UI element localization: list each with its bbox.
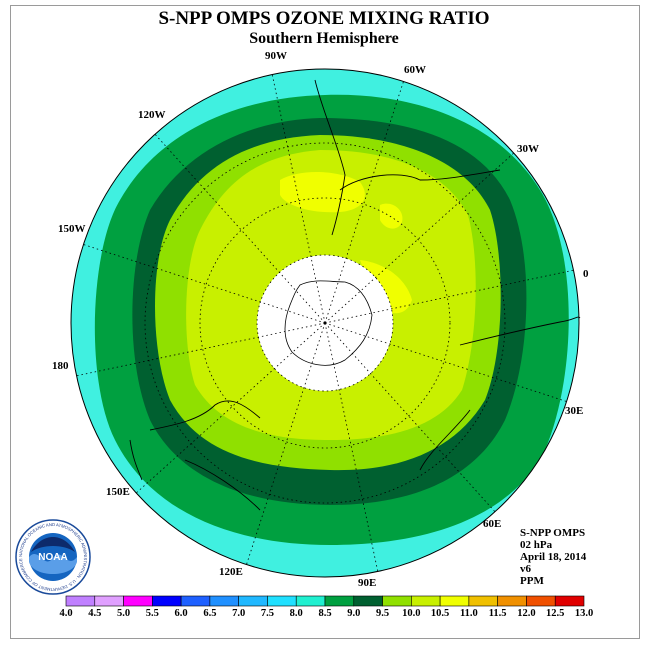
meridian-line-4 bbox=[324, 322, 567, 402]
lon-label-150e: 150E bbox=[106, 486, 130, 498]
meridian-line-8 bbox=[135, 322, 326, 494]
meridian-line-2 bbox=[324, 152, 515, 324]
colorbar-swatch bbox=[411, 595, 441, 607]
lon-label-120w: 120W bbox=[138, 109, 166, 121]
antarctica-outline bbox=[284, 280, 373, 366]
colorbar-swatch bbox=[267, 595, 297, 607]
south-pole-dot bbox=[323, 321, 327, 325]
latitude-circle-1 bbox=[199, 197, 451, 449]
colorbar-tick-label: 6.0 bbox=[174, 608, 188, 619]
meridian-line-0 bbox=[271, 74, 326, 324]
colorbar-swatch bbox=[554, 595, 585, 607]
colorbar-swatch bbox=[152, 595, 182, 607]
field-yellow-patch-2 bbox=[380, 203, 403, 229]
noaa-logo-text: NOAA bbox=[38, 552, 67, 563]
colorbar-tick-label: 10.5 bbox=[430, 608, 450, 619]
lon-label-90w: 90W bbox=[265, 50, 287, 62]
meridian-line-10 bbox=[83, 244, 326, 324]
colorbar-swatch bbox=[238, 595, 268, 607]
colorbar-tick-label: 12.0 bbox=[517, 608, 536, 619]
latitude-circle-0 bbox=[256, 254, 394, 392]
lon-label-30w: 30W bbox=[517, 143, 539, 155]
colorbar-swatch bbox=[526, 595, 556, 607]
lon-label-0: 0 bbox=[583, 268, 589, 280]
colorbar-swatch bbox=[209, 595, 239, 607]
noaa-logo: NOAA NATIONAL OCEANIC AND ATMOSPHERIC AD… bbox=[15, 519, 91, 595]
colorbar-tick-label: 8.0 bbox=[289, 608, 303, 619]
colorbar-swatch bbox=[94, 595, 124, 607]
lon-label-180: 180 bbox=[52, 360, 69, 372]
latitude-circle-2 bbox=[144, 142, 506, 504]
colorbar-tick-label: 7.0 bbox=[232, 608, 246, 619]
lon-label-30e: 30E bbox=[565, 405, 584, 417]
colorbar-tick-label: 5.0 bbox=[116, 608, 131, 619]
units-label: PPM bbox=[520, 575, 544, 587]
figure-frame bbox=[10, 5, 640, 639]
colorbar-swatch bbox=[497, 595, 527, 607]
colorbar-tick-label: 4.0 bbox=[59, 608, 73, 619]
colorbar-tick-label: 5.5 bbox=[145, 608, 159, 619]
instrument-label: S-NPP OMPS bbox=[520, 527, 586, 539]
colorbar-tick-label: 6.5 bbox=[203, 608, 217, 619]
lon-label-120e: 120E bbox=[219, 566, 243, 578]
lon-label-90e: 90E bbox=[358, 577, 377, 589]
colorbar-tick-label: 11.5 bbox=[488, 608, 507, 619]
graticule bbox=[76, 74, 574, 572]
meridian-line-3 bbox=[324, 269, 574, 324]
colorbar-tick-label: 12.5 bbox=[546, 608, 565, 619]
colorbar-tick-label: 4.5 bbox=[88, 608, 102, 619]
lon-label-150w: 150W bbox=[58, 223, 86, 235]
meridian-line-11 bbox=[154, 133, 326, 324]
meridian-line-5 bbox=[324, 322, 496, 513]
pressure-label: 02 hPa bbox=[520, 539, 553, 551]
coastlines bbox=[129, 79, 581, 511]
map-subtitle: Southern Hemisphere bbox=[249, 30, 399, 47]
product-info: S-NPP OMPS 02 hPa April 18, 2014 v6 PPM bbox=[520, 527, 586, 587]
colorbar-swatch bbox=[295, 595, 326, 607]
colorbar-tick-label: 10.0 bbox=[402, 608, 421, 619]
colorbar-swatch bbox=[468, 595, 498, 607]
colorbar-swatch bbox=[123, 595, 153, 607]
lon-label-60w: 60W bbox=[404, 64, 426, 76]
lon-label-60e: 60E bbox=[483, 518, 502, 530]
meridian-line-9 bbox=[76, 322, 326, 377]
meridian-line-1 bbox=[324, 81, 404, 324]
colorbar-swatch bbox=[65, 595, 96, 607]
meridian-line-7 bbox=[246, 322, 326, 565]
colorbar-swatch bbox=[382, 595, 412, 607]
colorbar-swatch bbox=[353, 595, 383, 607]
colorbar-tick-label: 9.0 bbox=[347, 608, 361, 619]
colorbar-swatch bbox=[439, 595, 470, 607]
colorbar-tick-label: 7.5 bbox=[260, 608, 274, 619]
meridian-line-6 bbox=[324, 322, 379, 572]
colorbar-tick-label: 8.5 bbox=[318, 608, 332, 619]
colorbar-swatch bbox=[324, 595, 355, 607]
field-yellow-patch-3 bbox=[360, 260, 412, 314]
version-label: v6 bbox=[520, 563, 531, 575]
colorbar-tick-label: 11.0 bbox=[459, 608, 478, 619]
colorbar-swatch bbox=[180, 595, 211, 607]
map-title: S-NPP OMPS OZONE MIXING RATIO bbox=[158, 8, 490, 29]
date-label: April 18, 2014 bbox=[520, 551, 587, 563]
colorbar-tick-label: 13.0 bbox=[574, 608, 594, 619]
globe-outline bbox=[70, 68, 580, 578]
colorbar-tick-label: 9.5 bbox=[375, 608, 390, 619]
